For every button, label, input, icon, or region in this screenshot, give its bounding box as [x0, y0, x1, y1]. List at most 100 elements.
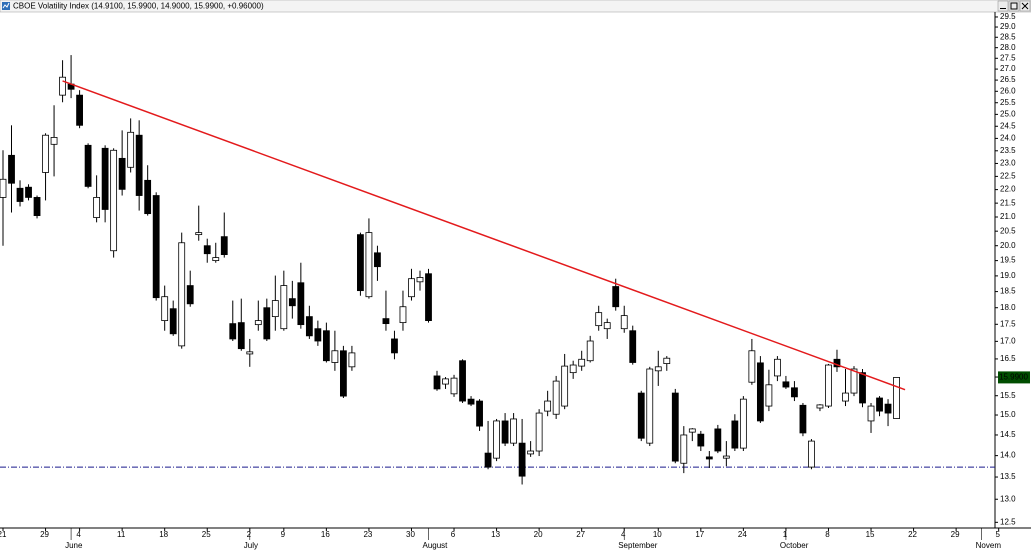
y-tick-label: 22.0 — [1000, 185, 1016, 194]
x-tick-label: 4 — [76, 530, 81, 539]
title-bar — [0, 0, 1031, 13]
candle-body — [586, 340, 594, 362]
candle-body — [263, 307, 271, 340]
candle-body — [714, 428, 722, 452]
y-tick-label: 23.0 — [1000, 159, 1016, 168]
candle-body — [867, 405, 875, 422]
y-tick-label: 21.5 — [1000, 198, 1016, 207]
x-tick-label: 21 — [0, 530, 7, 539]
x-tick-label: 30 — [406, 530, 415, 539]
y-tick-label: 17.5 — [1000, 319, 1016, 328]
y-tick-label: 18.5 — [1000, 287, 1016, 296]
x-tick-label: 11 — [117, 530, 126, 539]
candle-body — [212, 257, 220, 262]
candle-body — [450, 377, 458, 395]
y-tick-label: 15.5 — [1000, 391, 1016, 400]
y-tick-label: 25.0 — [1000, 109, 1016, 118]
y-tick-label: 23.5 — [1000, 146, 1016, 155]
y-tick-label: 24.0 — [1000, 134, 1016, 143]
candle-body — [118, 157, 126, 190]
candle-body — [842, 392, 849, 402]
candle-body — [271, 300, 279, 318]
candle-body — [314, 328, 322, 342]
x-tick-label: 22 — [908, 530, 917, 539]
candle-body — [467, 398, 475, 405]
x-tick-label: 10 — [653, 530, 662, 539]
month-label: October — [780, 541, 809, 550]
candle-body — [84, 144, 92, 187]
candle-body — [297, 282, 305, 326]
candle-body — [722, 455, 730, 459]
candle-body — [527, 450, 535, 455]
candle-body — [186, 285, 194, 305]
candle-body — [339, 350, 347, 397]
candle-body — [16, 187, 24, 202]
candle-body — [612, 286, 620, 308]
y-tick-label: 25.5 — [1000, 98, 1016, 107]
y-tick-label: 29.0 — [1000, 22, 1016, 31]
candle-body — [774, 358, 781, 377]
candle-body — [816, 404, 824, 409]
x-tick-label: 13 — [491, 530, 500, 539]
candle-body — [246, 351, 254, 355]
y-tick-label: 28.0 — [1000, 43, 1016, 52]
y-tick-label: 13.0 — [1000, 494, 1016, 503]
maximize-button[interactable] — [1008, 0, 1020, 12]
y-tick-label: 18.0 — [1000, 303, 1016, 312]
candle-body — [825, 364, 832, 407]
candle-body — [739, 398, 747, 449]
candle-body — [169, 308, 177, 335]
candle-body — [382, 318, 390, 325]
candle-body — [76, 94, 83, 126]
candle-body — [399, 306, 407, 324]
x-tick-label: 6 — [451, 530, 456, 539]
y-tick-label: 16.5 — [1000, 354, 1016, 363]
candle-body — [203, 245, 211, 255]
candle-body — [8, 154, 15, 184]
minimize-button[interactable] — [997, 0, 1009, 12]
x-tick-label: 29 — [951, 530, 960, 539]
candle-body — [178, 242, 186, 347]
candle-body — [161, 296, 169, 322]
y-tick-label: 26.0 — [1000, 86, 1016, 95]
last-value-box — [998, 371, 1030, 384]
candle-body — [876, 397, 883, 412]
y-tick-label: 12.5 — [1000, 517, 1016, 526]
candle-body — [152, 195, 160, 299]
candle-body — [748, 350, 756, 383]
last-value-label: 15.9900 — [999, 373, 1028, 382]
candle-body — [101, 147, 109, 210]
candle-body — [42, 134, 49, 173]
x-tick-label: 16 — [321, 530, 330, 539]
candle-body — [697, 433, 705, 447]
candle-body — [331, 350, 339, 363]
y-tick-label: 29.5 — [1000, 12, 1016, 21]
candle-body — [756, 362, 764, 422]
candle-body — [442, 378, 449, 385]
candle-body — [50, 137, 58, 145]
window-icon-glyph — [2, 2, 10, 9]
candle-body — [25, 186, 32, 198]
x-tick-label: 20 — [534, 530, 543, 539]
candle-body — [391, 338, 398, 354]
candle-body — [33, 197, 41, 216]
candle-body — [654, 366, 662, 372]
maximize-glyph — [1010, 2, 1018, 10]
x-tick-label: 2 — [247, 530, 252, 539]
x-tick-label: 1 — [783, 530, 788, 539]
y-tick-label: 27.5 — [1000, 53, 1016, 62]
candle-body — [484, 452, 492, 468]
y-tick-label: 21.0 — [1000, 212, 1016, 221]
y-tick-label: 13.5 — [1000, 472, 1016, 481]
candle-body — [365, 232, 373, 298]
candle-body — [476, 400, 483, 427]
month-label: August — [423, 541, 449, 550]
axes: 12.513.013.514.014.515.015.516.016.517.0… — [0, 12, 1030, 550]
candle-body — [237, 322, 245, 350]
x-tick-label: 9 — [281, 530, 286, 539]
y-tick-label: 14.5 — [1000, 430, 1016, 439]
candle-body — [280, 285, 288, 330]
candle-body — [535, 412, 543, 452]
